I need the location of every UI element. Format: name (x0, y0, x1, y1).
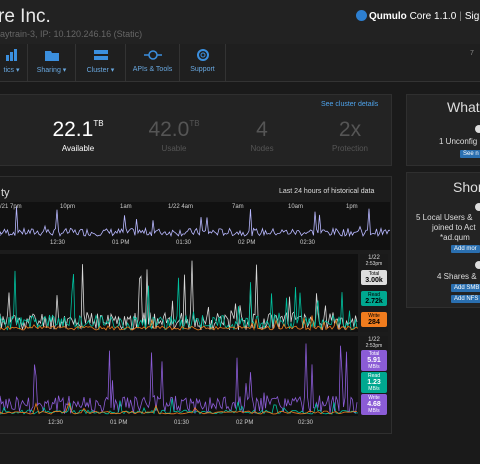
tp-write: Write 4.68 MB/s (361, 394, 387, 415)
whats-new-title: What's (447, 99, 480, 115)
stat-usable: 42.0TB Usable (148, 118, 200, 153)
overview-series-line (0, 206, 390, 238)
iops-write: Write 284 (361, 312, 387, 327)
main-nav: tics ▾ Sharing ▾ Cluster ▾ APIs & Tools … (0, 44, 480, 82)
nav-support[interactable]: Support (180, 44, 226, 82)
add-nfs-button[interactable]: Add NFS (451, 295, 480, 303)
users-icon (475, 203, 480, 211)
nav-apis-tools[interactable]: APIs & Tools (126, 44, 180, 82)
users-text-2: joined to Act (432, 223, 476, 232)
cluster-details-link[interactable]: See cluster details (321, 101, 379, 108)
brand-name: Qumulo (369, 11, 407, 22)
ov-tick: 10pm (60, 204, 76, 210)
users-text-3: *ad.qum (440, 233, 470, 242)
overview-timeline[interactable] (0, 202, 390, 250)
detail-tick: 01:30 (174, 420, 190, 426)
support-icon (180, 49, 225, 63)
add-smb-button[interactable]: Add SMB (451, 284, 480, 292)
iops-time: 2:53pm (365, 261, 383, 267)
iops-total-line (0, 260, 358, 331)
app-header: re Inc. aytrain-3, IP: 10.120.246.16 (St… (0, 0, 480, 44)
cluster-icon (76, 49, 125, 63)
stat-nodes: 4 Nodes (250, 118, 274, 153)
activity-title: ty (1, 187, 10, 199)
qumulo-logo-icon (356, 10, 367, 21)
nav-cluster[interactable]: Cluster ▾ (76, 44, 126, 82)
company-name: re Inc. (0, 6, 51, 27)
iops-legend: 1/22 2:53pm Total 3.00k Read 2.72k Write 28… (360, 254, 388, 332)
stat-available: 22.1TB Available (52, 118, 104, 153)
ov-tick-lower: 02 PM (238, 240, 256, 246)
warning-icon (475, 125, 480, 133)
throughput-legend: 1/22 2:53pm Total 5.91 MB/s Read 1.23 MB/s W… (360, 336, 388, 416)
whats-new-item: 1 Unconfig (439, 137, 478, 146)
throughput-write-line (0, 401, 358, 415)
iops-date: 1/22 (368, 255, 380, 261)
ov-tick-lower: 01 PM (112, 240, 130, 246)
range-label: Last 24 hours of historical data (279, 188, 375, 195)
iops-chart[interactable] (0, 254, 359, 332)
ov-tick: 1/22 4am (168, 204, 194, 210)
throughput-total-line (0, 343, 358, 415)
ov-tick-lower: 02:30 (300, 240, 316, 246)
nav-analytics[interactable]: tics ▾ (0, 44, 28, 82)
brand-version: Core 1.1.0 (409, 11, 457, 22)
iops-read-line (0, 270, 358, 331)
throughput-chart[interactable] (0, 336, 359, 416)
overview-timeline-svg (0, 206, 390, 238)
users-text-1: 5 Local Users & (416, 213, 473, 222)
iops-total: Total 3.00k (361, 270, 387, 285)
tp-read: Read 1.23 MB/s (361, 372, 387, 393)
sharing-icon (28, 49, 75, 63)
iops-chart-svg (0, 260, 359, 331)
detail-tick: 02 PM (236, 420, 254, 426)
shortcuts-title: Short (453, 179, 480, 195)
overview-panel: See cluster details (0, 94, 392, 166)
ov-tick-lower: 01:30 (176, 240, 192, 246)
shares-text: 4 Shares & (437, 272, 477, 281)
stat-protection: 2x Protection (331, 118, 369, 153)
ov-tick: 1am (120, 204, 132, 210)
nav-sharing[interactable]: Sharing ▾ (28, 44, 76, 82)
nav-right-label: 7 (470, 50, 474, 57)
ov-tick: 1pm (346, 204, 358, 210)
throughput-chart-svg (0, 343, 359, 415)
tp-date: 1/22 (368, 337, 380, 343)
shares-icon (475, 261, 480, 269)
detail-tick: 02:30 (298, 420, 314, 426)
api-icon (126, 49, 179, 63)
ov-tick: 7am (232, 204, 244, 210)
add-more-button[interactable]: Add mor (451, 245, 480, 253)
detail-tick: 12:30 (48, 420, 64, 426)
signed-in-link[interactable]: Signed (464, 11, 480, 22)
brand: Qumulo Core 1.1.0|Signed (356, 10, 480, 22)
analytics-icon (0, 49, 27, 63)
ov-tick-lower: 12:30 (50, 240, 66, 246)
cluster-subtitle: aytrain-3, IP: 10.120.246.16 (Static) (0, 29, 143, 39)
ov-tick: /21 7pm (0, 204, 22, 210)
ov-tick: 10am (288, 204, 304, 210)
iops-read: Read 2.72k (361, 291, 387, 306)
tp-total: Total 5.91 MB/s (361, 350, 387, 371)
see-now-button[interactable]: See n (460, 150, 480, 158)
shortcuts-panel: Short 5 Local Users & joined to Act *ad.… (406, 172, 480, 308)
iops-write-line (0, 315, 359, 331)
detail-tick: 01 PM (110, 420, 128, 426)
throughput-read-line (0, 398, 359, 415)
whats-new-panel: What's 1 Unconfig See n (406, 94, 480, 166)
tp-time: 2:53pm (365, 343, 383, 349)
